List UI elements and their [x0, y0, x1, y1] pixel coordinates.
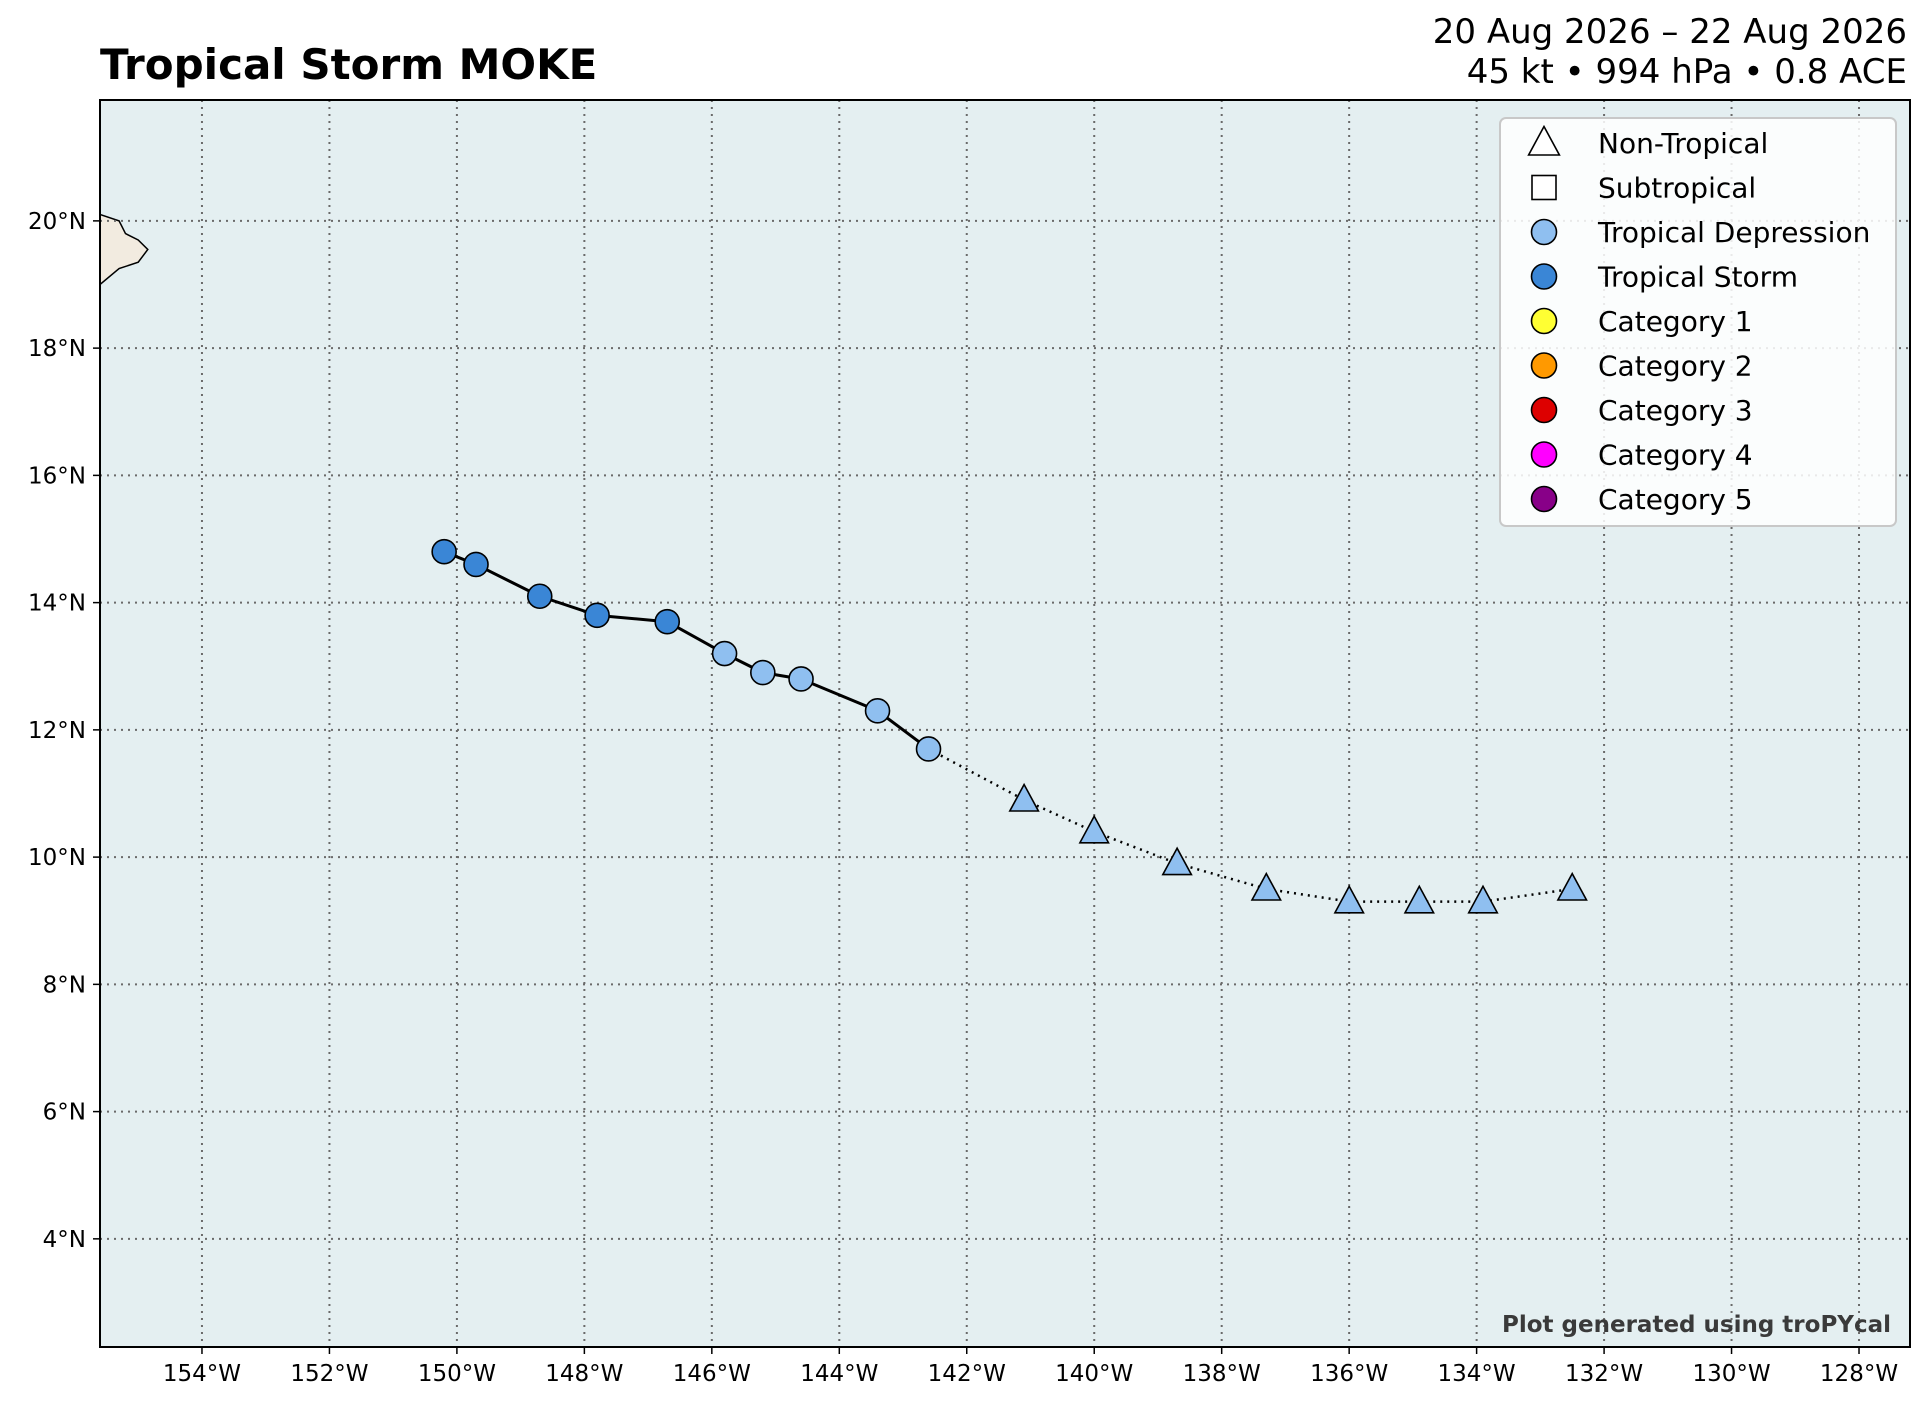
legend-label: Category 2	[1598, 350, 1753, 383]
lon-tick-label: 142°W	[928, 1361, 1006, 1387]
circle-icon	[1530, 263, 1558, 290]
track-point	[584, 602, 610, 629]
track-point	[750, 659, 776, 686]
legend-frame	[1499, 117, 1897, 527]
legend: Non-Tropical Subtropical Tropical Depressi…	[1499, 117, 1897, 527]
lat-tick-label: 8°N	[43, 972, 86, 998]
legend-item: Category 3	[1530, 394, 1753, 427]
track-point-non-tropical	[1333, 884, 1365, 914]
track-point-non-tropical	[1467, 884, 1499, 914]
circle-icon	[1530, 396, 1558, 424]
circle-icon	[1530, 218, 1558, 246]
storm-stats: 45 kt • 994 hPa • 0.8 ACE	[1466, 52, 1907, 92]
legend-item: Tropical Depression	[1530, 216, 1870, 249]
track-point-non-tropical	[1008, 782, 1040, 812]
lon-tick-label: 152°W	[290, 1361, 368, 1387]
track-segment	[800, 677, 879, 713]
lat-tick-label: 4°N	[43, 1227, 86, 1253]
lon-tick-label: 154°W	[163, 1361, 241, 1387]
circle-icon	[1530, 485, 1558, 513]
track-point	[915, 736, 942, 762]
legend-label: Tropical Storm	[1597, 261, 1798, 294]
lon-tick-label: 136°W	[1310, 1361, 1388, 1387]
lat-tick-label: 20°N	[28, 209, 86, 235]
legend-item: Category 1	[1530, 305, 1753, 338]
lon-tick-label: 134°W	[1438, 1361, 1516, 1387]
lat-tick-label: 14°N	[28, 591, 86, 617]
legend-item: Category 5	[1530, 483, 1753, 516]
track-segment	[1176, 862, 1267, 891]
legend-item: Category 2	[1530, 350, 1753, 383]
track-segment	[1023, 798, 1095, 833]
track-point	[463, 551, 489, 578]
lat-tick-label: 16°N	[28, 463, 86, 489]
legend-label: Subtropical	[1598, 172, 1756, 205]
circle-icon	[1530, 307, 1558, 335]
lon-tick-label: 138°W	[1183, 1361, 1261, 1387]
legend-item: Non-Tropical	[1527, 124, 1768, 160]
land-layer	[100, 213, 149, 286]
lon-tick-label: 150°W	[418, 1361, 496, 1387]
legend-label: Non-Tropical	[1598, 127, 1768, 160]
circle-icon	[1530, 352, 1558, 379]
legend-label: Category 1	[1598, 305, 1753, 338]
legend-label: Tropical Depression	[1597, 216, 1870, 249]
track-point	[654, 608, 681, 635]
track-point	[864, 697, 891, 724]
track-point-non-tropical	[1250, 871, 1282, 901]
legend-item: Subtropical	[1531, 172, 1756, 205]
track-point-non-tropical	[1556, 871, 1588, 901]
land-polygon	[100, 213, 149, 286]
lat-tick-label: 10°N	[28, 845, 86, 871]
track-point-non-tropical	[1078, 814, 1110, 844]
lat-lon-grid	[100, 100, 1910, 1347]
map-frame	[99, 99, 1911, 1348]
circle-icon	[1530, 441, 1558, 468]
track-point	[788, 666, 814, 692]
track-point	[526, 583, 553, 610]
lon-tick-label: 132°W	[1565, 1361, 1643, 1387]
lat-tick-label: 12°N	[28, 718, 86, 744]
legend-item: Tropical Storm	[1530, 261, 1798, 294]
storm-title: Tropical Storm MOKE	[100, 40, 598, 89]
track-point-non-tropical	[1403, 884, 1435, 914]
legend-item: Category 4	[1530, 439, 1753, 472]
square-icon	[1531, 174, 1557, 201]
track-segment	[1482, 887, 1573, 903]
lat-tick-label: 18°N	[28, 336, 86, 362]
axis-tick-labels: 154°W 152°W 150°W 148°W 146°W 144°W 142°W 140°W…	[28, 209, 1898, 1387]
lat-tick-label: 6°N	[43, 1100, 86, 1126]
lon-tick-label: 128°W	[1820, 1361, 1898, 1387]
legend-label: Category 3	[1598, 394, 1753, 427]
legend-label: Category 4	[1598, 439, 1753, 472]
track-point	[431, 538, 457, 565]
legend-label: Category 5	[1598, 483, 1753, 516]
triangle-icon	[1527, 124, 1561, 156]
lon-tick-label: 144°W	[800, 1361, 878, 1387]
track-segment	[1093, 830, 1178, 865]
lon-tick-label: 148°W	[545, 1361, 623, 1387]
lon-tick-label: 146°W	[673, 1361, 751, 1387]
storm-summary: 20 Aug 2026 – 22 Aug 2026 45 kt • 994 hP…	[1433, 12, 1907, 92]
plot-credit: Plot generated using troPYcal	[1502, 1312, 1891, 1338]
track-point-non-tropical	[1161, 846, 1193, 876]
lon-tick-label: 140°W	[1055, 1361, 1133, 1387]
lon-tick-label: 130°W	[1692, 1361, 1770, 1387]
storm-date-range: 20 Aug 2026 – 22 Aug 2026	[1432, 12, 1907, 52]
track-point	[711, 640, 738, 667]
storm-track	[431, 538, 1588, 914]
